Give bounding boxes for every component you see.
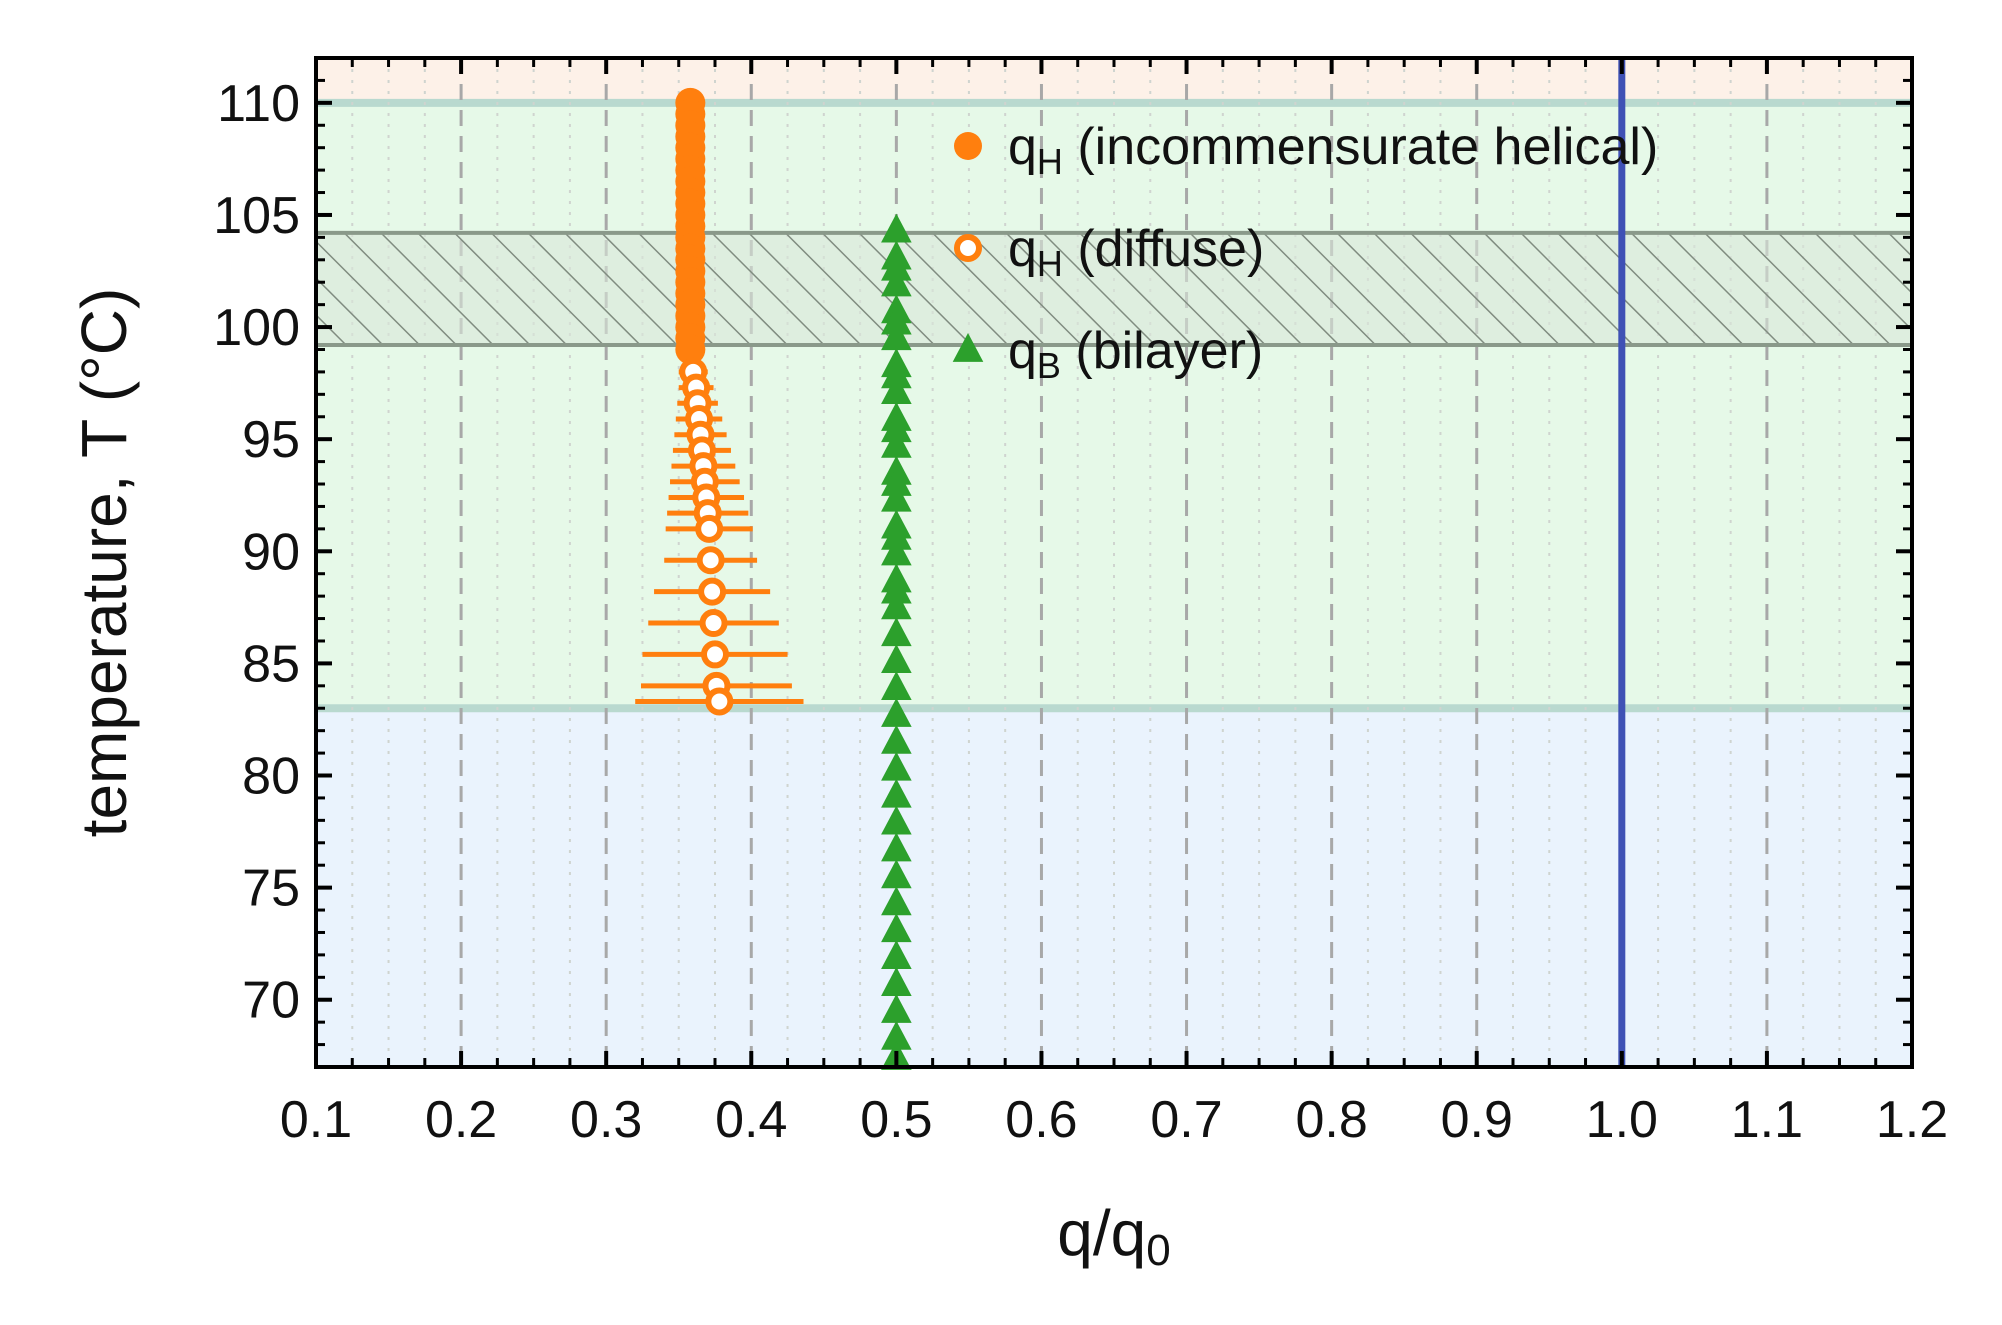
x-axis-title-sub: 0	[1146, 1226, 1170, 1275]
legend-label-sub: H	[1037, 141, 1063, 182]
x-tick-label: 0.5	[860, 1091, 932, 1149]
x-tick-label: 0.7	[1150, 1091, 1222, 1149]
x-axis-title-main: q/q	[1057, 1197, 1146, 1269]
x-tick-label: 0.4	[715, 1091, 787, 1149]
point-bilayer	[881, 590, 912, 620]
point-bilayer	[881, 482, 912, 512]
x-tick-label: 0.2	[425, 1091, 497, 1149]
region-0	[316, 708, 1912, 1067]
y-tick-label: 100	[213, 299, 300, 357]
x-tick-label: 0.6	[1005, 1091, 1077, 1149]
legend-marker-open-circle	[954, 234, 982, 262]
point-bilayer	[881, 913, 912, 943]
legend-entry-2: qB (bilayer)	[952, 322, 1263, 386]
legend-label-main: q	[1008, 322, 1037, 380]
point-bilayer	[881, 859, 912, 889]
point-bilayer	[881, 359, 912, 389]
x-tick-label: 1.2	[1876, 1091, 1948, 1149]
legend-marker-filled-circle	[954, 132, 982, 160]
point-bilayer	[881, 536, 912, 566]
point-bilayer	[881, 671, 912, 700]
point-bilayer	[881, 993, 912, 1023]
band-hatch	[316, 232, 1912, 346]
series-2	[881, 213, 912, 1070]
legend: qH (incommensurate helical)qH (diffuse)q…	[952, 118, 1658, 386]
point-bilayer	[881, 267, 912, 297]
x-tick-label: 1.0	[1586, 1091, 1658, 1149]
point-bilayer	[881, 305, 912, 335]
legend-label: qH (diffuse)	[1008, 220, 1264, 284]
y-tick-label: 70	[242, 972, 300, 1030]
point-bilayer	[881, 321, 912, 351]
legend-label-suffix: (bilayer)	[1061, 322, 1263, 380]
point-bilayer	[881, 520, 912, 550]
point-diffuse	[698, 577, 727, 606]
x-tick-label: 1.1	[1731, 1091, 1803, 1149]
point-bilayer	[881, 617, 912, 647]
y-tick-label: 80	[242, 748, 300, 806]
point-bilayer	[881, 940, 912, 970]
point-bilayer	[881, 832, 912, 862]
point-bilayer	[881, 967, 912, 996]
series-1	[635, 357, 804, 716]
point-bilayer	[881, 697, 912, 727]
y-tick-label: 110	[217, 75, 300, 133]
y-axis-title: temperature, T (°C)	[68, 288, 140, 838]
point-bilayer	[881, 467, 912, 496]
point-diffuse	[696, 546, 725, 575]
legend-marker-triangle	[952, 333, 984, 362]
axes	[314, 56, 1914, 1069]
point-bilayer	[881, 413, 912, 443]
point-bilayer	[881, 428, 912, 458]
tick-labels: 0.1 0.2 0.3 0.4 0.5 0.6 0.7 0.8 0.9 1.0 1.1 1.2 70 75…	[213, 75, 1948, 1149]
point-bilayer	[881, 886, 912, 916]
x-tick-label: 0.1	[280, 1091, 352, 1149]
point-diffuse	[699, 609, 728, 638]
phase-regions	[316, 58, 1912, 1067]
x-tick-label: 0.3	[570, 1091, 642, 1149]
region-1	[316, 102, 1912, 709]
point-diffuse	[705, 687, 734, 716]
legend-label-main: q	[1008, 118, 1037, 176]
data-series	[635, 87, 912, 1070]
point-bilayer	[881, 644, 912, 674]
point-bilayer	[881, 574, 912, 604]
legend-entry-1: qH (diffuse)	[954, 220, 1264, 284]
y-tick-label: 95	[242, 411, 300, 469]
point-diffuse	[701, 640, 729, 669]
hatched-band	[316, 230, 1912, 348]
point-bilayer	[881, 375, 912, 404]
legend-label: qH (incommensurate helical)	[1008, 118, 1658, 182]
point-bilayer	[881, 724, 912, 754]
x-axis-title: q/q0	[1057, 1197, 1170, 1275]
legend-label-suffix: (diffuse)	[1063, 220, 1264, 278]
y-tick-label: 90	[242, 523, 300, 581]
x-tick-label: 0.8	[1295, 1091, 1367, 1149]
legend-label: qB (bilayer)	[1008, 322, 1263, 386]
y-tick-label: 105	[213, 187, 300, 245]
legend-label-sub: B	[1037, 345, 1061, 386]
point-bilayer	[881, 1020, 912, 1050]
legend-entry-0: qH (incommensurate helical)	[954, 118, 1658, 182]
point-bilayer	[881, 251, 912, 281]
legend-label-suffix: (incommensurate helical)	[1063, 118, 1658, 176]
series-0	[675, 87, 706, 365]
legend-label-sub: H	[1037, 243, 1063, 284]
x-tick-label: 0.9	[1441, 1091, 1513, 1149]
legend-label-main: q	[1008, 220, 1037, 278]
point-bilayer	[881, 213, 912, 243]
point-incommensurate-helical	[675, 334, 706, 365]
point-bilayer	[881, 778, 912, 808]
y-tick-label: 85	[242, 635, 300, 693]
y-tick-label: 75	[242, 860, 300, 918]
point-diffuse	[695, 514, 724, 543]
point-bilayer	[881, 805, 912, 835]
point-bilayer	[881, 751, 912, 781]
